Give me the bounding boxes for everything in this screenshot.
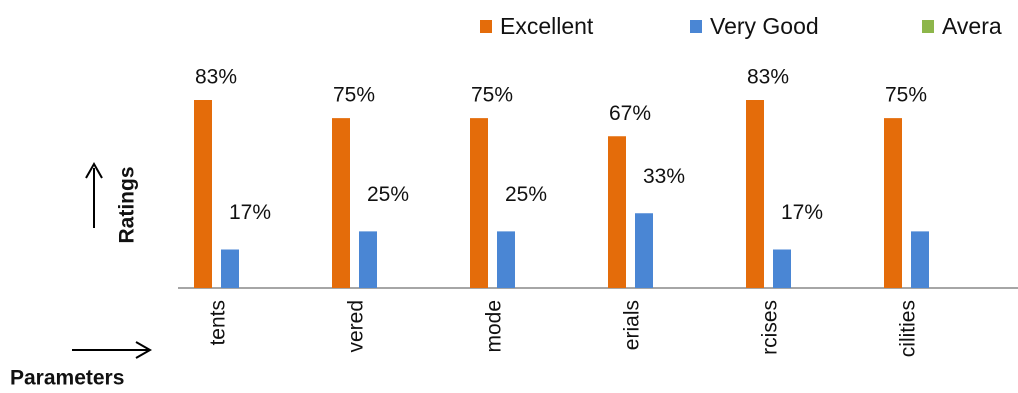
legend-swatch xyxy=(480,20,492,33)
data-label: 33% xyxy=(643,165,685,188)
bar xyxy=(332,118,350,288)
x-tick-label: rcises xyxy=(759,300,782,355)
y-axis-title: Ratings xyxy=(116,166,139,243)
legend-swatch xyxy=(690,20,702,33)
x-tick-label: cilities xyxy=(897,300,920,357)
legend-label: Avera xyxy=(942,13,1002,39)
x-tick-label: mode xyxy=(483,300,506,353)
x-tick-label: erials xyxy=(621,300,644,350)
x-axis-title-group: Parameters xyxy=(10,341,153,390)
bar xyxy=(746,100,764,288)
bar xyxy=(470,118,488,288)
legend-label: Excellent xyxy=(500,13,594,39)
data-label: 75% xyxy=(471,84,513,107)
bar xyxy=(773,249,791,288)
bar xyxy=(497,231,515,288)
y-axis-title-group: Ratings xyxy=(85,161,139,244)
legend-label: Very Good xyxy=(710,13,819,39)
arrow-head xyxy=(85,161,103,179)
data-label: 75% xyxy=(333,84,375,107)
data-label: 25% xyxy=(367,183,409,206)
bar xyxy=(884,118,902,288)
data-label: 25% xyxy=(505,183,547,206)
legend-swatch xyxy=(922,20,934,33)
bar xyxy=(221,249,239,288)
data-label: 17% xyxy=(781,201,823,224)
arrow-head xyxy=(135,341,153,359)
x-axis-title: Parameters xyxy=(10,367,124,388)
data-label: 83% xyxy=(195,66,237,89)
data-label: 17% xyxy=(229,201,271,224)
data-label: 67% xyxy=(609,102,651,125)
x-tick-label: tents xyxy=(207,300,230,346)
data-label: 75% xyxy=(885,84,927,107)
bar xyxy=(911,231,929,288)
bar xyxy=(635,213,653,288)
bar xyxy=(194,100,212,288)
bar xyxy=(359,231,377,288)
x-tick-label: vered xyxy=(345,300,368,353)
data-label: 83% xyxy=(747,66,789,89)
bar xyxy=(608,136,626,288)
